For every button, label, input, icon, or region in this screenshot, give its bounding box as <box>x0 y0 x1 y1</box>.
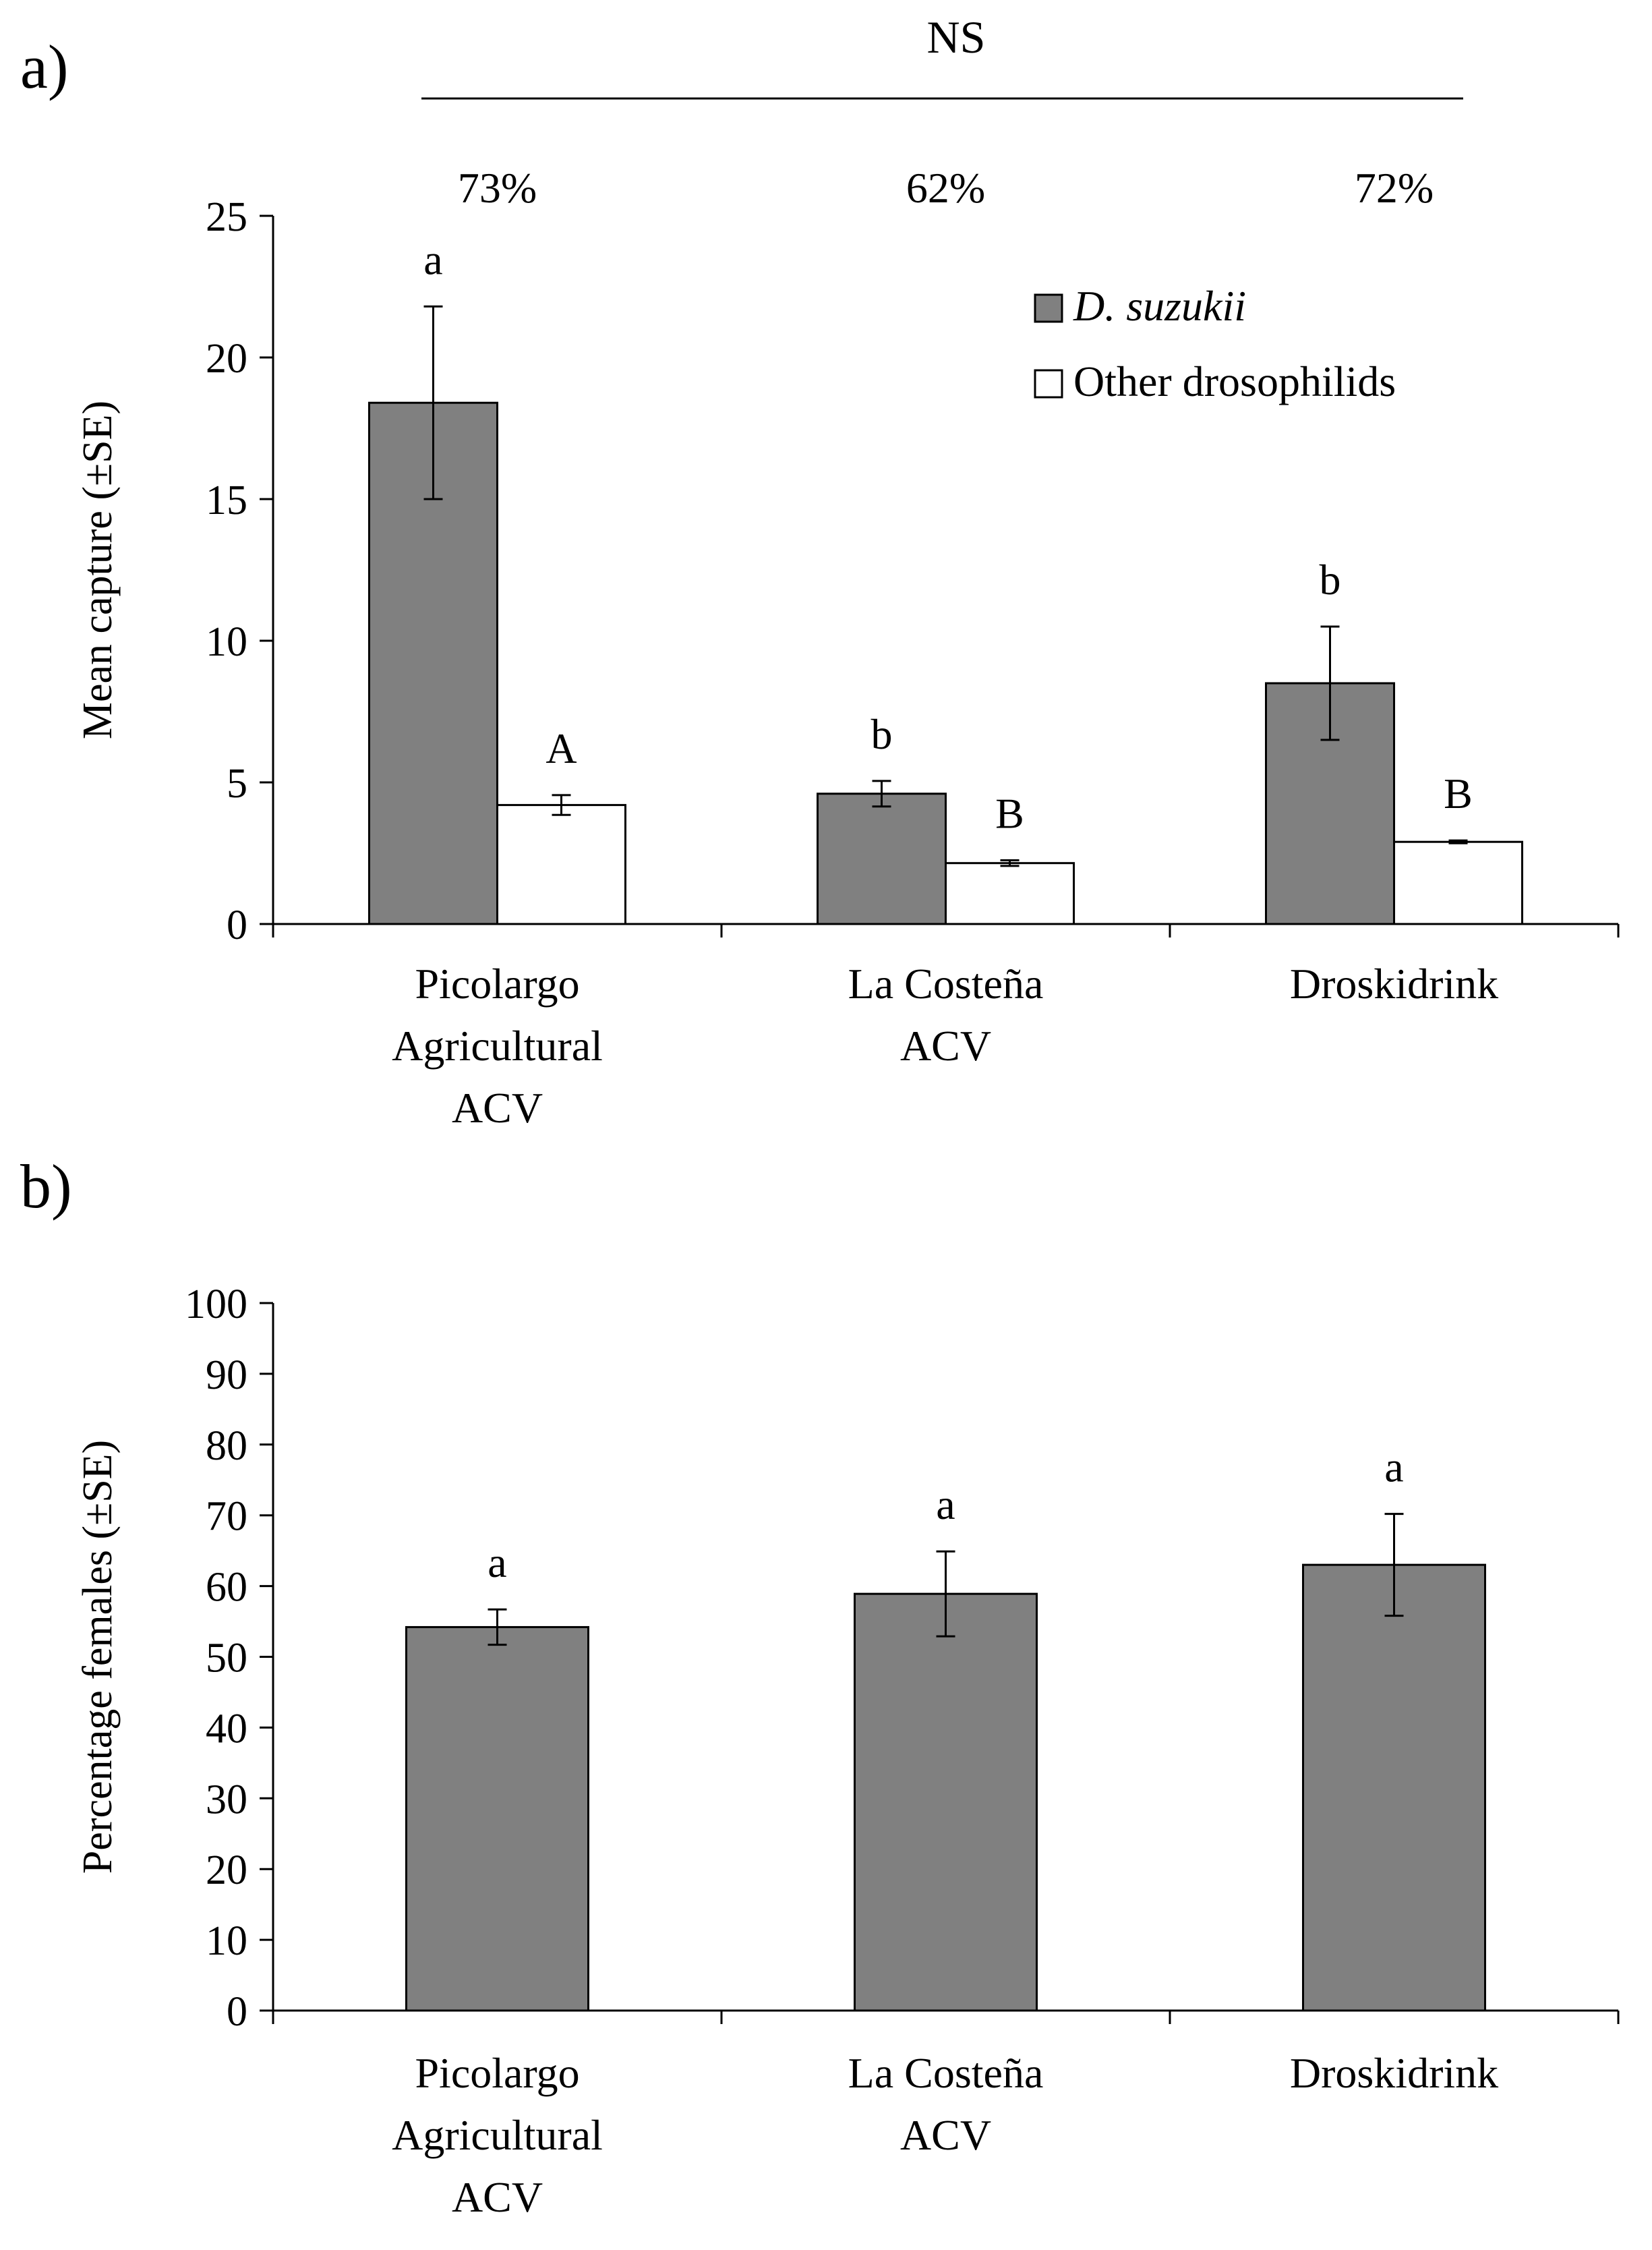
legend-label: Other drosophilids <box>1073 357 1396 405</box>
y-tick-label: 40 <box>206 1706 247 1752</box>
y-tick-label: 0 <box>227 902 247 948</box>
significance-letter: B <box>995 790 1024 838</box>
panel-a-label: a) <box>20 32 68 101</box>
y-axis-label: Percentage females (±SE) <box>75 1440 121 1874</box>
significance-letter: a <box>1384 1443 1403 1491</box>
y-tick-label: 0 <box>227 1989 247 2035</box>
x-category-label: La Costeña <box>848 2049 1044 2097</box>
y-tick-label: 70 <box>206 1494 247 1540</box>
panel-b-label: b) <box>20 1152 72 1221</box>
y-tick-label: 10 <box>206 619 247 665</box>
y-tick-label: 80 <box>206 1423 247 1469</box>
percent-label: 73% <box>458 164 537 212</box>
chart-b-percentage-females: 0 10 20 30 40 50 60 70 80 90 100 Percentage females… <box>75 1281 1620 2221</box>
y-tick-label: 90 <box>206 1352 247 1398</box>
bar <box>405 1625 589 2012</box>
percent-label: 62% <box>906 164 985 212</box>
legend-label: D. suzukii <box>1073 282 1246 330</box>
y-tick-label: 20 <box>206 1847 247 1893</box>
bar <box>1302 1563 1486 2012</box>
chart-a-mean-capture: NS 0 5 10 15 20 25 Mean capture (±SE) Picolargo… <box>75 11 1620 1132</box>
significance-letter: b <box>1320 556 1341 604</box>
x-category-label: Picolargo <box>415 2049 579 2097</box>
significance-letter: a <box>488 1538 506 1586</box>
y-tick-label: 25 <box>206 194 247 240</box>
x-category-label: Agricultural <box>392 1022 603 1070</box>
x-category-label: Picolargo <box>415 960 579 1008</box>
significance-letter: A <box>545 724 577 772</box>
x-category-label: La Costeña <box>848 960 1044 1008</box>
significance-letter: a <box>423 235 442 283</box>
x-category-label: Droskidrink <box>1290 2049 1498 2097</box>
significance-label: NS <box>927 11 986 63</box>
bar <box>945 862 1075 925</box>
x-category-label: Droskidrink <box>1290 960 1498 1008</box>
y-tick-label: 15 <box>206 478 247 523</box>
y-axis-label: Mean capture (±SE) <box>75 401 121 739</box>
significance-letter: a <box>936 1480 955 1528</box>
y-tick-label: 5 <box>227 761 247 807</box>
legend-swatch <box>1034 293 1063 323</box>
bar <box>496 804 626 925</box>
y-tick-label: 20 <box>206 336 247 382</box>
x-category-label: Agricultural <box>392 2111 603 2159</box>
legend-swatch <box>1034 369 1063 399</box>
y-tick-label: 100 <box>185 1281 247 1327</box>
significance-letter: b <box>871 710 893 758</box>
x-category-label: ACV <box>900 1022 991 1070</box>
bar <box>1393 840 1523 925</box>
y-tick-label: 10 <box>206 1918 247 1964</box>
bar <box>817 792 947 925</box>
x-category-label: ACV <box>452 1084 543 1132</box>
x-category-label: ACV <box>452 2173 543 2221</box>
bar <box>854 1592 1038 2012</box>
y-tick-label: 50 <box>206 1636 247 1681</box>
legend: D. suzukii Other drosophilids <box>1034 282 1396 405</box>
x-category-label: ACV <box>900 2111 991 2159</box>
y-tick-label: 60 <box>206 1565 247 1611</box>
y-tick-label: 30 <box>206 1777 247 1822</box>
significance-letter: B <box>1444 770 1473 817</box>
percent-label: 72% <box>1355 164 1434 212</box>
